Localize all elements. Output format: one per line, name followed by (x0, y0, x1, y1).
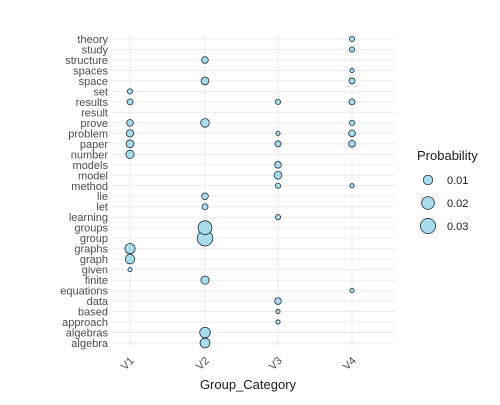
y-tick-label: set (93, 86, 108, 98)
data-point (274, 98, 282, 105)
y-tick-label: approach (62, 317, 108, 329)
points-layer (124, 35, 356, 349)
data-point (197, 220, 213, 235)
y-tick-label: number (71, 149, 109, 161)
data-point (274, 297, 282, 305)
y-tick-label: study (82, 44, 109, 56)
data-point (201, 192, 209, 200)
data-point (348, 77, 356, 85)
y-tick-label: finite (85, 275, 108, 287)
x-tick-label: V1 (119, 355, 137, 373)
grid-layer (112, 33, 395, 349)
legend-key (421, 196, 435, 210)
y-tick-label: spaces (73, 65, 108, 77)
data-point (349, 288, 355, 294)
legend-key (422, 174, 434, 186)
y-tick-label: method (71, 181, 108, 193)
data-point (275, 319, 281, 325)
x-tick-label: V3 (267, 355, 285, 373)
y-axis: algebraalgebrasapproachbaseddataequation… (60, 34, 109, 350)
data-point (349, 67, 355, 73)
y-tick-label: graph (80, 254, 108, 266)
data-point (126, 119, 134, 127)
data-point (125, 129, 135, 138)
y-tick-label: let (96, 202, 108, 214)
y-tick-label: graphs (74, 244, 108, 256)
data-point (125, 149, 135, 159)
y-tick-label: space (79, 76, 108, 88)
data-point (274, 182, 282, 189)
legend-label: 0.02 (447, 198, 468, 210)
y-tick-label: based (78, 307, 108, 319)
data-point (274, 161, 282, 169)
y-tick-label: problem (68, 128, 108, 140)
x-tick-label: V2 (194, 355, 212, 373)
y-tick-label: algebra (71, 338, 109, 350)
y-tick-label: models (73, 160, 109, 172)
data-point (200, 118, 210, 128)
y-tick-label: theory (77, 34, 108, 46)
data-point (275, 309, 281, 315)
y-tick-label: lie (97, 191, 108, 203)
data-point (273, 170, 283, 180)
y-tick-label: paper (80, 139, 108, 151)
data-point (126, 98, 134, 106)
data-point (201, 203, 209, 211)
data-point (349, 183, 355, 189)
y-tick-label: given (82, 265, 108, 277)
data-point (201, 56, 209, 64)
x-tick-label: V4 (341, 355, 359, 373)
data-point (348, 35, 356, 43)
y-tick-label: groups (74, 223, 108, 235)
y-tick-label: results (76, 97, 109, 109)
data-point (275, 130, 281, 136)
data-point (348, 119, 356, 126)
x-axis-title: Group_Category (200, 377, 297, 392)
y-tick-label: learning (69, 212, 108, 224)
legend-label: 0.03 (447, 221, 468, 233)
data-point (348, 140, 356, 148)
data-point (274, 214, 282, 221)
legend-label: 0.01 (447, 175, 468, 187)
y-tick-label: data (87, 296, 109, 308)
y-tick-label: structure (65, 55, 108, 67)
data-point (348, 98, 356, 106)
data-point (200, 76, 210, 86)
y-tick-label: prove (80, 118, 108, 130)
legend-title: Probability (417, 148, 478, 163)
data-point (126, 88, 134, 95)
x-axis: V1 V2 V3 V4 (119, 355, 359, 373)
data-point (348, 46, 356, 53)
y-tick-label: group (80, 233, 108, 245)
data-point (124, 253, 136, 265)
data-point (124, 243, 136, 255)
y-tick-label: result (81, 107, 108, 119)
data-point (127, 267, 133, 273)
data-point (348, 129, 356, 138)
data-point (199, 337, 211, 349)
legend: Probability 0.01 0.02 0.03 (417, 148, 478, 234)
data-point (199, 326, 211, 339)
data-point (274, 140, 282, 148)
data-point (125, 139, 135, 149)
y-tick-label: model (78, 170, 108, 182)
y-tick-label: equations (60, 286, 108, 298)
y-tick-label: algebras (66, 328, 109, 340)
data-point (200, 275, 210, 285)
legend-key (420, 218, 436, 234)
